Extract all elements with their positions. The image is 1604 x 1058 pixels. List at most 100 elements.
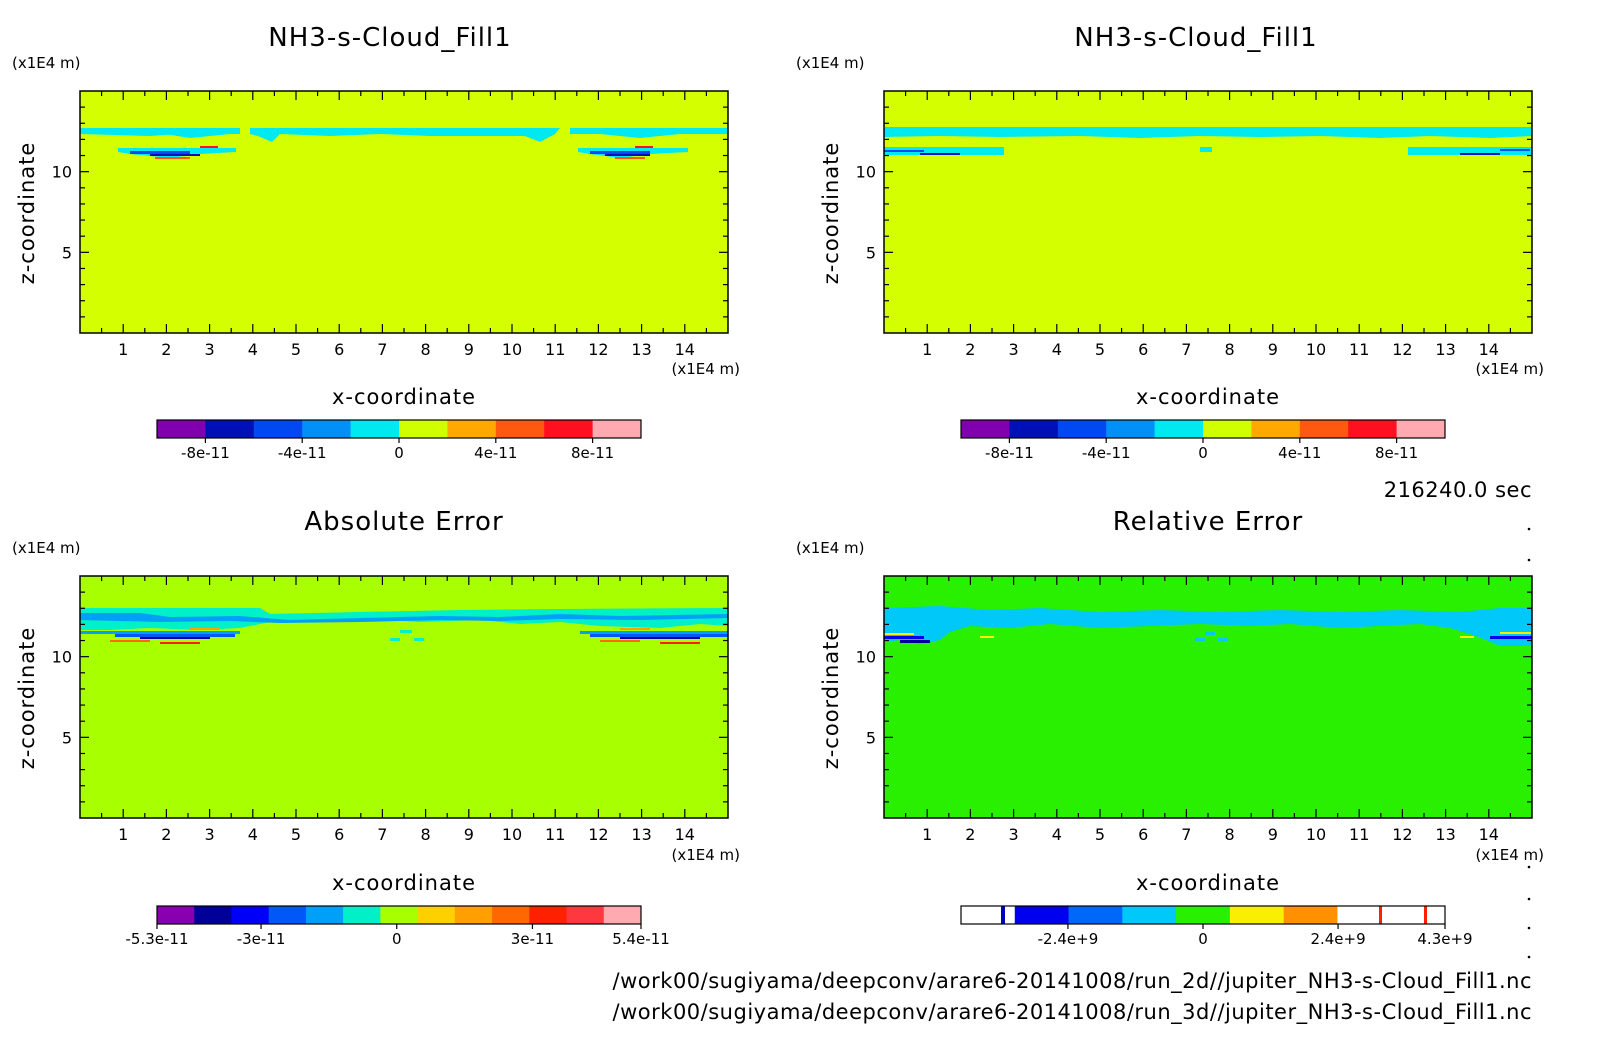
dot (1527, 926, 1531, 930)
x-tick-label: 11 (1349, 825, 1369, 844)
cloud-patch (115, 634, 235, 637)
colorbar-swatch (1057, 420, 1107, 438)
y-tick-label: 5 (62, 243, 72, 262)
colorbar-tick-label: -2.4e+9 (1038, 930, 1099, 948)
x-tick-label: 2 (965, 340, 975, 359)
x-tick-label: 8 (421, 340, 431, 359)
x-tick-label: 14 (1479, 340, 1499, 359)
colorbar-swatch (1396, 420, 1446, 438)
x-tick-label: 4 (248, 340, 258, 359)
x-tick-label: 6 (1138, 340, 1148, 359)
colorbar-swatch (1424, 906, 1427, 924)
colorbar-swatch (399, 420, 448, 438)
colorbar-swatch (380, 906, 419, 924)
colorbar-swatch (302, 420, 352, 438)
colorbar-frame (156, 905, 642, 925)
colorbar-swatch (1348, 420, 1398, 438)
x-tick-label: 13 (631, 825, 651, 844)
time-label: 216240.0 sec (1384, 478, 1532, 502)
colorbar-swatch (1337, 906, 1392, 924)
x-tick-label: 7 (1181, 825, 1191, 844)
cloud-patch (1490, 636, 1532, 639)
x-unit-label: (x1E4 m) (1475, 360, 1544, 378)
colorbar-swatch (592, 420, 642, 438)
cloud-patch (140, 637, 210, 639)
edge-dots (1527, 527, 1531, 959)
cloud-patch (200, 146, 218, 148)
colorbar-swatch (454, 906, 493, 924)
colorbar-swatch (417, 906, 456, 924)
x-tick-label: 4 (248, 825, 258, 844)
cloud-patch (884, 636, 924, 639)
y-unit-label: (x1E4 m) (796, 54, 865, 72)
colorbar-swatch (1106, 420, 1156, 438)
x-tick-label: 14 (675, 825, 695, 844)
x-tick-label: 2 (161, 340, 171, 359)
colorbar-tick-label: 0 (392, 930, 402, 948)
x-tick-label: 10 (502, 825, 522, 844)
file-path-run-2d: /work00/sugiyama/deepconv/arare6-2014100… (613, 969, 1532, 994)
y-tick-label: 10 (856, 648, 876, 667)
colorbar-swatch (566, 906, 605, 924)
cloud-patch (1500, 149, 1530, 151)
y-tick-label: 10 (52, 648, 72, 667)
y-axis-label: z-coordinate (819, 142, 843, 285)
colorbar-swatch (1229, 906, 1285, 924)
y-axis-label: z-coordinate (819, 627, 843, 770)
colorbar-tick-label: 4.3e+9 (1417, 930, 1472, 948)
colorbar-swatch (305, 906, 344, 924)
x-tick-label: 7 (1181, 340, 1191, 359)
x-tick-label: 3 (1009, 340, 1019, 359)
colorbar-swatch (1379, 906, 1382, 924)
cloud-patch (130, 151, 190, 154)
colorbar-swatch (492, 906, 530, 924)
x-tick-label: 10 (1306, 340, 1326, 359)
colorbar-swatch (1154, 420, 1204, 438)
colorbar-swatch (1176, 906, 1231, 924)
y-tick-label: 5 (866, 243, 876, 262)
colorbar-swatch (194, 906, 232, 924)
colorbar: -8e-11 -4e-11 0 4e-11 8e-11 (156, 419, 642, 462)
file-path-run-3d: /work00/sugiyama/deepconv/arare6-2014100… (613, 1000, 1532, 1025)
y-tick-label: 10 (52, 163, 72, 182)
x-tick-label: 1 (922, 340, 932, 359)
cloud-patch (1408, 147, 1532, 155)
colorbar-swatch (447, 420, 497, 438)
colorbar-swatch (495, 420, 545, 438)
colorbar-tick-label: 0 (1198, 930, 1208, 948)
x-tick-label: 3 (205, 825, 215, 844)
colorbar-swatch (1251, 420, 1301, 438)
x-tick-label: 12 (588, 340, 608, 359)
colorbar-swatch (1068, 906, 1123, 924)
x-tick-label: 2 (161, 825, 171, 844)
x-unit-label: (x1E4 m) (671, 360, 740, 378)
cloud-patch (160, 642, 200, 644)
cloud-patch (900, 640, 930, 643)
x-tick-label: 5 (1095, 825, 1105, 844)
colorbar-swatch (961, 906, 1016, 924)
colorbar-tick-label: -4e-11 (278, 444, 327, 462)
colorbar-tick-label: 5.4e-11 (612, 930, 670, 948)
field-background (80, 91, 728, 333)
cloud-patch (920, 153, 960, 155)
dot (1527, 558, 1531, 562)
cloud-patch (155, 157, 190, 159)
cloud-patch (635, 146, 653, 148)
cloud-patch (605, 154, 650, 156)
panel-title: Absolute Error (304, 507, 503, 537)
plot-area: 1 2 3 4 5 6 7 8 9 10 11 12 13 14 510 (856, 575, 1533, 844)
colorbar-swatch (1283, 906, 1338, 924)
cloud-patch (884, 147, 1004, 155)
cloud-patch (620, 628, 650, 630)
x-tick-label: 7 (377, 340, 387, 359)
x-tick-label: 7 (377, 825, 387, 844)
colorbar-swatch (1122, 906, 1177, 924)
colorbar-swatch (1009, 420, 1059, 438)
colorbar-swatch (1014, 906, 1070, 924)
colorbar: -8e-11 -4e-11 0 4e-11 8e-11 (960, 419, 1446, 462)
colorbar-tick-label: -5.3e-11 (126, 930, 189, 948)
panel-title: NH3-s-Cloud_Fill1 (1074, 23, 1317, 53)
x-tick-label: 9 (1268, 825, 1278, 844)
plot-area: 1 2 3 4 5 6 7 8 9 10 11 12 13 14 510 (52, 575, 729, 844)
